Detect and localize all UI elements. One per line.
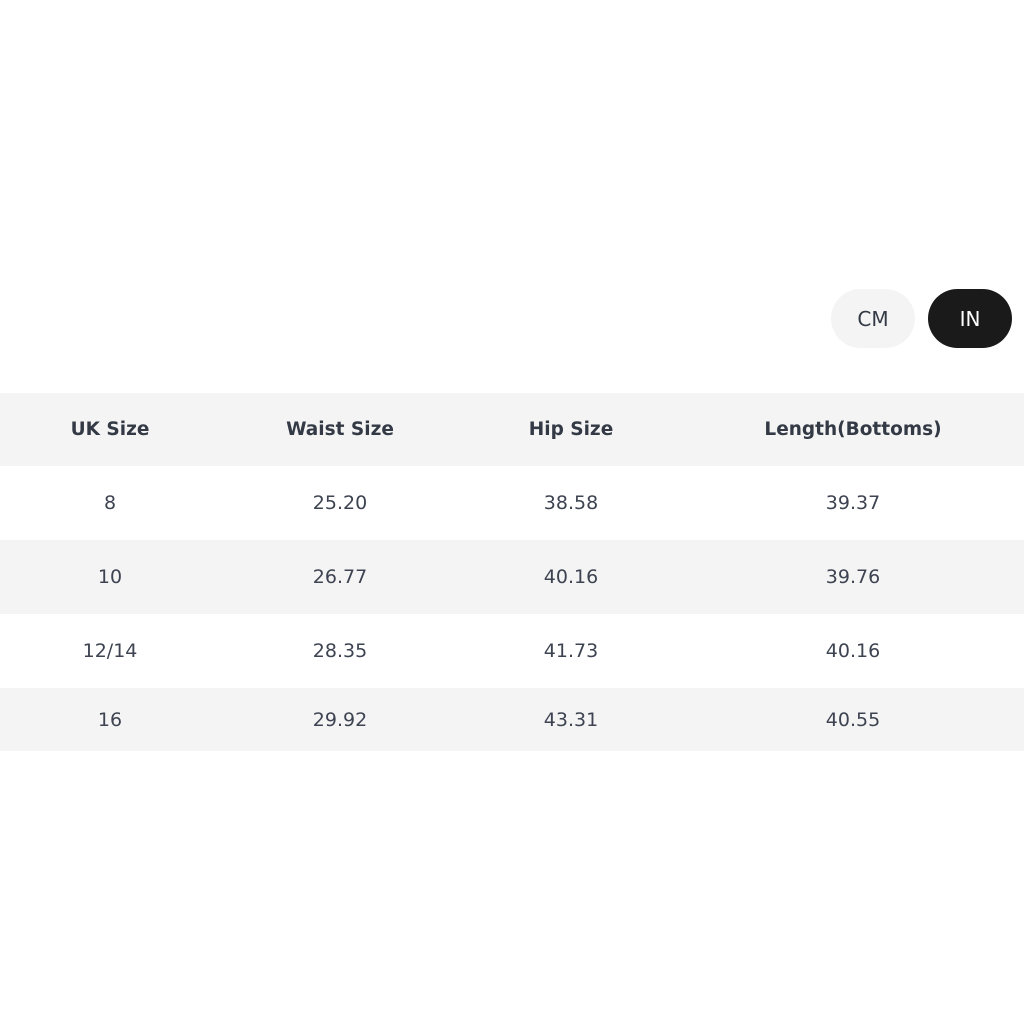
cell-uk-size: 12/14	[82, 640, 138, 662]
cell-waist: 26.77	[220, 540, 460, 614]
cell-uk-size: 16	[0, 688, 220, 751]
cell-uk-size: 8	[103, 492, 117, 514]
cell-hip: 38.58	[543, 492, 599, 514]
cell-hip: 43.31	[460, 688, 682, 751]
table-row: 16 29.92 43.31 40.55	[0, 688, 1024, 751]
table-row: 10 26.77 40.16 39.76	[0, 540, 1024, 614]
cell-length: 39.76	[682, 540, 1024, 614]
header-length: Length(Bottoms)	[682, 393, 1024, 466]
table-row: 8 25.20 38.58 39.37	[0, 466, 1024, 540]
cell-hip: 40.16	[460, 540, 682, 614]
size-chart-table: UK Size Waist Size Hip Size Length(Botto…	[0, 393, 1024, 751]
header-waist-size: Waist Size	[220, 393, 460, 466]
unit-cm-button[interactable]: CM	[831, 289, 915, 348]
cell-length: 40.55	[682, 688, 1024, 751]
cell-hip: 41.73	[543, 640, 599, 662]
unit-in-button[interactable]: IN	[928, 289, 1012, 348]
table-header-row: UK Size Waist Size Hip Size Length(Botto…	[0, 393, 1024, 466]
cell-length: 40.16	[825, 640, 881, 662]
header-hip-size: Hip Size	[460, 393, 682, 466]
cell-waist: 25.20	[312, 492, 368, 514]
cell-waist: 28.35	[312, 640, 368, 662]
cell-waist: 29.92	[220, 688, 460, 751]
table-row: 12/14 28.35 41.73 40.16	[0, 614, 1024, 688]
unit-toggle: CM IN	[831, 289, 1012, 348]
cell-uk-size: 10	[0, 540, 220, 614]
cell-length: 39.37	[825, 492, 881, 514]
header-uk-size: UK Size	[0, 393, 220, 466]
